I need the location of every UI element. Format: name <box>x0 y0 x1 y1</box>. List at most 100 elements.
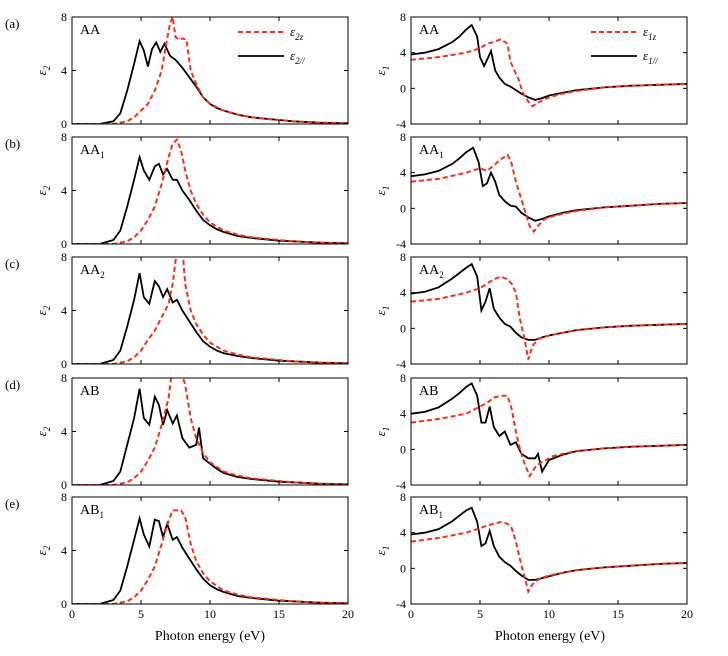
series-line-z <box>72 509 348 604</box>
stacking-label: AA1 <box>80 143 105 160</box>
stacking-label: AB <box>80 384 99 399</box>
series-line-z <box>411 394 687 479</box>
y-tick-label: 0 <box>400 321 406 335</box>
chart-panel-1: 0 4 8 ε2 (a) AA ε2z ε2// <box>5 10 349 131</box>
y-tick-label: 0 <box>400 561 406 575</box>
panel-letter: (c) <box>5 256 19 271</box>
plot-frame <box>410 377 688 486</box>
y-tick-label: 0 <box>61 478 67 492</box>
stacking-label: AB1 <box>80 503 104 520</box>
y-tick-label: 8 <box>61 250 67 264</box>
legend-label-z: ε1z <box>643 24 657 42</box>
legend-label-parallel: ε1// <box>643 48 659 66</box>
series-line-parallel <box>411 262 687 341</box>
series-line-parallel <box>72 388 348 485</box>
plot-frame <box>410 256 688 365</box>
plot-frame <box>71 377 349 486</box>
series-line-parallel <box>72 38 348 124</box>
stacking-label: AB1 <box>419 503 443 520</box>
y-axis-label: ε2 <box>34 185 52 195</box>
y-tick-label: -4 <box>396 478 406 492</box>
y-axis-label: ε1 <box>373 66 391 76</box>
chart-panel-9: 0 5 10 15 20 0 4 8 ε2 (e) AB1 <box>5 490 354 621</box>
y-tick-label: 4 <box>61 425 67 439</box>
y-tick-label: -4 <box>396 357 406 371</box>
chart-panel-4: -4 0 4 8 ε1 AA1 <box>373 130 688 251</box>
x-tick-label: 15 <box>612 607 624 621</box>
plot-frame <box>71 16 349 125</box>
y-tick-label: 0 <box>61 357 67 371</box>
chart-panel-2: -4 0 4 8 ε1 AA ε1z ε1// <box>373 10 688 131</box>
x-tick-label: 5 <box>477 607 483 621</box>
y-tick-label: 0 <box>61 237 67 251</box>
y-tick-label: 8 <box>400 130 406 144</box>
y-tick-label: 8 <box>400 490 406 504</box>
y-axis-label: ε1 <box>373 186 391 196</box>
x-tick-label: 10 <box>204 607 216 621</box>
chart-panel-6: -4 0 4 8 ε1 AA2 <box>373 250 688 371</box>
chart-panel-8: -4 0 4 8 ε1 AB <box>373 371 688 492</box>
y-axis-label: ε1 <box>373 427 391 437</box>
series-line-z <box>72 257 348 364</box>
y-tick-label: -4 <box>396 237 406 251</box>
y-tick-label: 4 <box>400 46 406 60</box>
y-tick-label: 4 <box>61 184 67 198</box>
stacking-label: AA <box>80 23 101 38</box>
stacking-label: AA2 <box>80 263 105 280</box>
y-tick-label: 8 <box>400 10 406 24</box>
y-tick-label: -4 <box>396 117 406 131</box>
y-tick-label: 8 <box>61 10 67 24</box>
y-tick-label: 0 <box>61 597 67 611</box>
panel-letter: (a) <box>5 16 19 31</box>
legend-label-z: ε2z <box>290 24 304 42</box>
series-line-z <box>411 275 687 360</box>
plot-frame <box>71 496 349 605</box>
y-tick-label: 0 <box>400 201 406 215</box>
series-line-z <box>411 38 687 108</box>
plot-frame <box>410 496 688 605</box>
y-tick-label: 4 <box>61 544 67 558</box>
y-axis-label: ε2 <box>34 305 52 315</box>
y-tick-label: 4 <box>400 407 406 421</box>
plot-frame <box>410 136 688 245</box>
series-line-z <box>72 17 348 124</box>
y-tick-label: 8 <box>61 490 67 504</box>
stacking-label: AA1 <box>419 143 444 160</box>
y-axis-label: ε1 <box>373 546 391 556</box>
y-axis-label: ε2 <box>34 426 52 436</box>
plot-frame <box>71 136 349 245</box>
series-line-parallel <box>411 506 687 581</box>
y-tick-label: 0 <box>61 117 67 131</box>
series-line-parallel <box>72 153 348 244</box>
y-tick-label: 8 <box>61 371 67 385</box>
stacking-label: AA2 <box>419 263 444 280</box>
y-tick-label: 4 <box>400 286 406 300</box>
panel-letter: (b) <box>5 136 20 151</box>
x-tick-label: 20 <box>342 607 354 621</box>
series-line-z <box>72 137 348 244</box>
x-axis-label-left: Photon energy (eV) <box>155 629 265 644</box>
series-line-parallel <box>72 272 348 364</box>
series-line-z <box>411 520 687 595</box>
x-tick-label: 20 <box>681 607 693 621</box>
x-axis-label-right: Photon energy (eV) <box>495 629 605 644</box>
y-tick-label: 8 <box>61 130 67 144</box>
y-tick-label: 4 <box>400 526 406 540</box>
y-tick-label: 4 <box>400 166 406 180</box>
y-axis-label: ε2 <box>34 65 52 75</box>
panel-letter: (d) <box>5 377 20 392</box>
series-line-z <box>72 378 348 485</box>
y-tick-label: 4 <box>61 304 67 318</box>
y-tick-label: 8 <box>400 371 406 385</box>
y-tick-label: 8 <box>400 250 406 264</box>
chart-panel-3: 0 4 8 ε2 (b) AA1 <box>5 130 349 251</box>
x-tick-label: 0 <box>408 607 414 621</box>
series-line-z <box>411 153 687 234</box>
y-tick-label: 0 <box>400 81 406 95</box>
stacking-label: AB <box>419 384 438 399</box>
y-axis-label: ε2 <box>34 545 52 555</box>
y-tick-label: 0 <box>400 442 406 456</box>
